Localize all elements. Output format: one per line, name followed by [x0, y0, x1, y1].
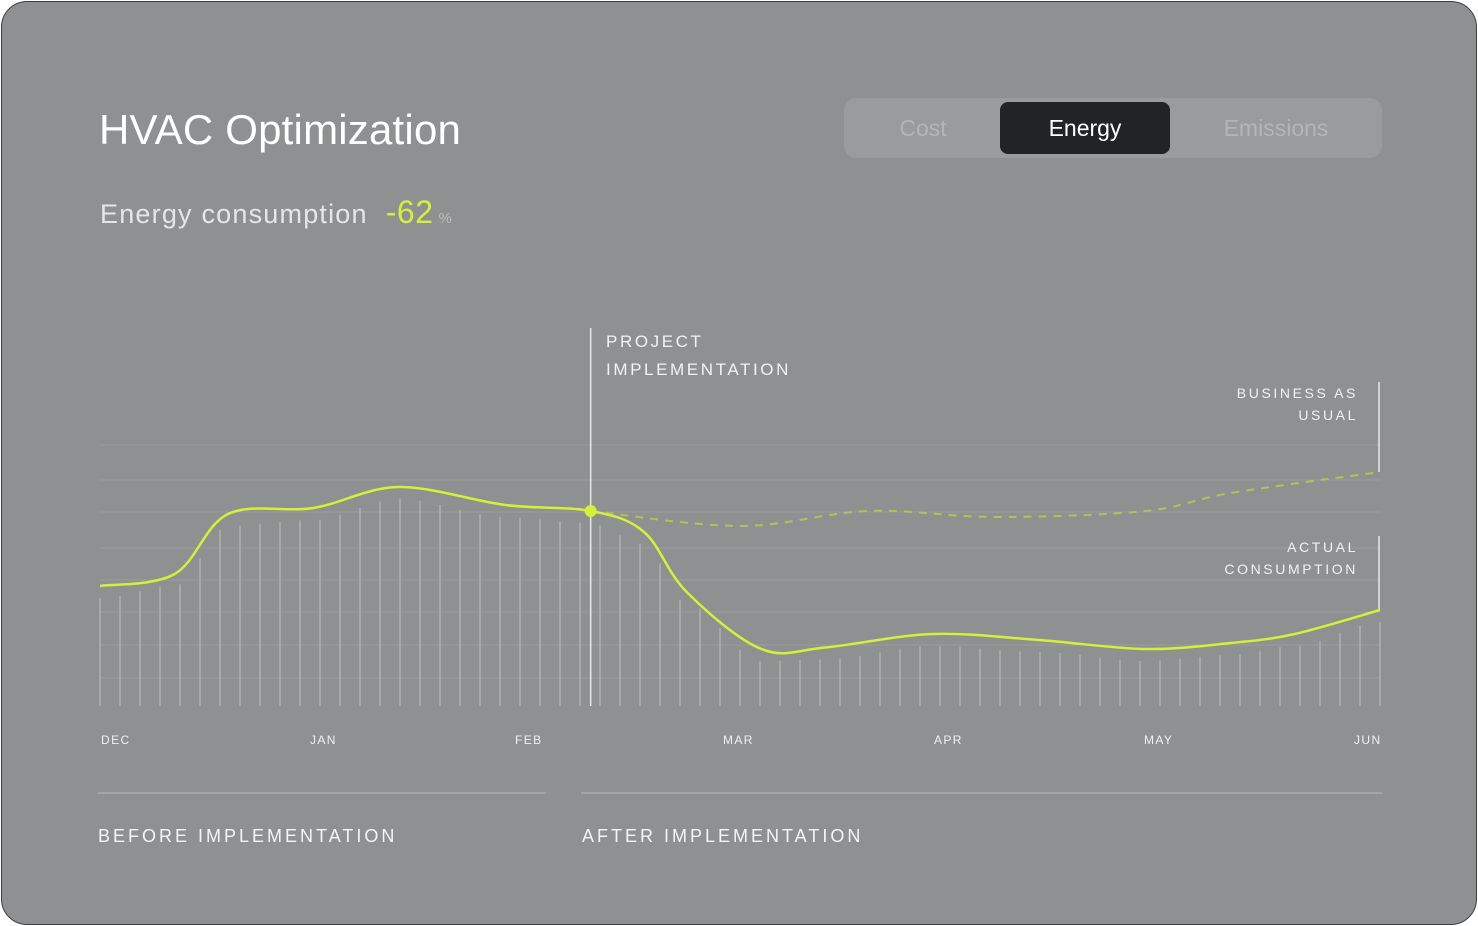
metric-summary: Energy consumption -62 %: [100, 194, 452, 231]
x-tick-mar: MAR: [723, 733, 754, 747]
metric-label: Energy consumption: [100, 199, 368, 229]
chart-bars: [99, 499, 1381, 706]
phase-before-label: BEFORE IMPLEMENTATION: [98, 826, 398, 846]
phase-after-label: AFTER IMPLEMENTATION: [582, 826, 864, 846]
annotation-actual-line2: CONSUMPTION: [1224, 561, 1358, 577]
chart-grid: [100, 444, 1380, 679]
tab-emissions[interactable]: Emissions: [1223, 114, 1329, 141]
metric-tab-group: Cost Energy Emissions: [844, 98, 1382, 158]
metric-value: -62: [385, 194, 434, 230]
implementation-point: [584, 505, 597, 517]
metric-unit: %: [438, 210, 452, 227]
phase-after-divider: [581, 792, 1382, 794]
x-tick-may: MAY: [1144, 733, 1174, 747]
annotation-project-line1: PROJECT: [606, 332, 704, 351]
x-tick-apr: APR: [934, 733, 963, 747]
x-tick-jan: JAN: [310, 733, 337, 747]
annotation-bau-line2: USUAL: [1298, 407, 1358, 423]
series-actual-consumption-line: [99, 485, 1381, 655]
annotation-actual-consumption: ACTUAL CONSUMPTION: [1224, 536, 1358, 580]
annotation-actual-line1: ACTUAL: [1287, 539, 1358, 555]
x-tick-feb: FEB: [515, 733, 543, 747]
x-tick-jun: JUN: [1354, 733, 1382, 747]
tab-energy[interactable]: Energy: [1000, 102, 1170, 154]
annotation-project-line2: IMPLEMENTATION: [606, 360, 792, 379]
page-title: HVAC Optimization: [99, 106, 462, 153]
phase-before-divider: [98, 792, 546, 794]
annotation-business-as-usual: BUSINESS AS USUAL: [1237, 382, 1358, 426]
annotation-bau-line1: BUSINESS AS: [1236, 385, 1358, 401]
x-tick-dec: DEC: [101, 733, 131, 747]
annotation-project-implementation: PROJECT IMPLEMENTATION: [606, 328, 791, 384]
series-business-as-usual-line: [590, 471, 1381, 528]
tab-cost[interactable]: Cost: [899, 114, 947, 141]
